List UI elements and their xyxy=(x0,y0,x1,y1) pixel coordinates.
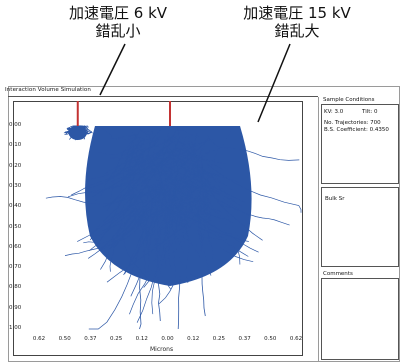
y-tick-label: 0.30 xyxy=(9,182,22,189)
bs-coefficient-value: B.S. Coefficient: 0.4350 xyxy=(324,127,389,133)
x-axis-label: Microns xyxy=(150,346,174,353)
y-tick-label: 1.00 xyxy=(9,325,22,331)
y-tick-label: 0.60 xyxy=(9,243,22,250)
annotation-6kv-scatter: 錯乱小 xyxy=(95,22,141,40)
title-divider xyxy=(8,96,318,97)
x-tick-label: 0.50 xyxy=(264,336,277,342)
tilt-value: Tilt: 0 xyxy=(362,109,378,115)
comments-title: Comments xyxy=(323,271,353,277)
x-tick-label: 0.62 xyxy=(32,336,46,342)
material-name: Bulk Sr xyxy=(325,196,345,202)
x-tick-label: 0.25 xyxy=(212,336,226,342)
annotation-15kv-scatter: 錯乱大 xyxy=(274,22,320,40)
y-tick-label: 0.70 xyxy=(9,264,22,271)
kv-value: KV: 3.0 xyxy=(324,109,344,115)
material-box: Bulk Sr xyxy=(321,187,399,267)
x-tick-label: 0.50 xyxy=(58,336,71,342)
y-tick-label: 0.00 xyxy=(9,122,22,128)
sample-conditions-title: Sample Conditions xyxy=(323,97,375,103)
annotation-6kv-voltage: 加速電圧 6 kV xyxy=(68,4,168,22)
y-tick-label: 0.10 xyxy=(9,142,22,149)
x-tick-label: 0.00 xyxy=(161,336,174,342)
trajectories-value: No. Trajectories: 700 xyxy=(324,120,381,126)
window-title: Interaction Volume Simulation xyxy=(5,87,91,93)
y-tick-label: 0.50 xyxy=(9,223,22,230)
sample-conditions-box: KV: 3.0 Tilt: 0 No. Trajectories: 700 B.… xyxy=(321,104,399,184)
x-tick-label: 0.12 xyxy=(135,336,148,342)
annotation-15kv-voltage: 加速電圧 15 kV xyxy=(243,4,351,22)
x-tick-label: 0.25 xyxy=(109,336,123,342)
x-tick-label: 0.37 xyxy=(238,336,251,342)
x-tick-label: 0.12 xyxy=(187,336,200,342)
y-tick-label: 0.40 xyxy=(9,203,22,210)
y-tick-label: 0.20 xyxy=(9,162,22,169)
x-tick-label: 0.37 xyxy=(84,336,97,342)
y-tick-label: 0.80 xyxy=(9,284,22,291)
annotation-6kv: 加速電圧 6 kV 錯乱小 xyxy=(38,4,198,40)
x-tick-label: 0.62 xyxy=(289,336,303,342)
comments-box[interactable] xyxy=(321,278,399,360)
annotation-15kv: 加速電圧 15 kV 錯乱大 xyxy=(212,4,382,40)
y-tick-label: 0.90 xyxy=(9,304,22,311)
plot-area xyxy=(13,101,303,356)
side-panel: Sample Conditions KV: 3.0 Tilt: 0 No. Tr… xyxy=(318,97,400,362)
